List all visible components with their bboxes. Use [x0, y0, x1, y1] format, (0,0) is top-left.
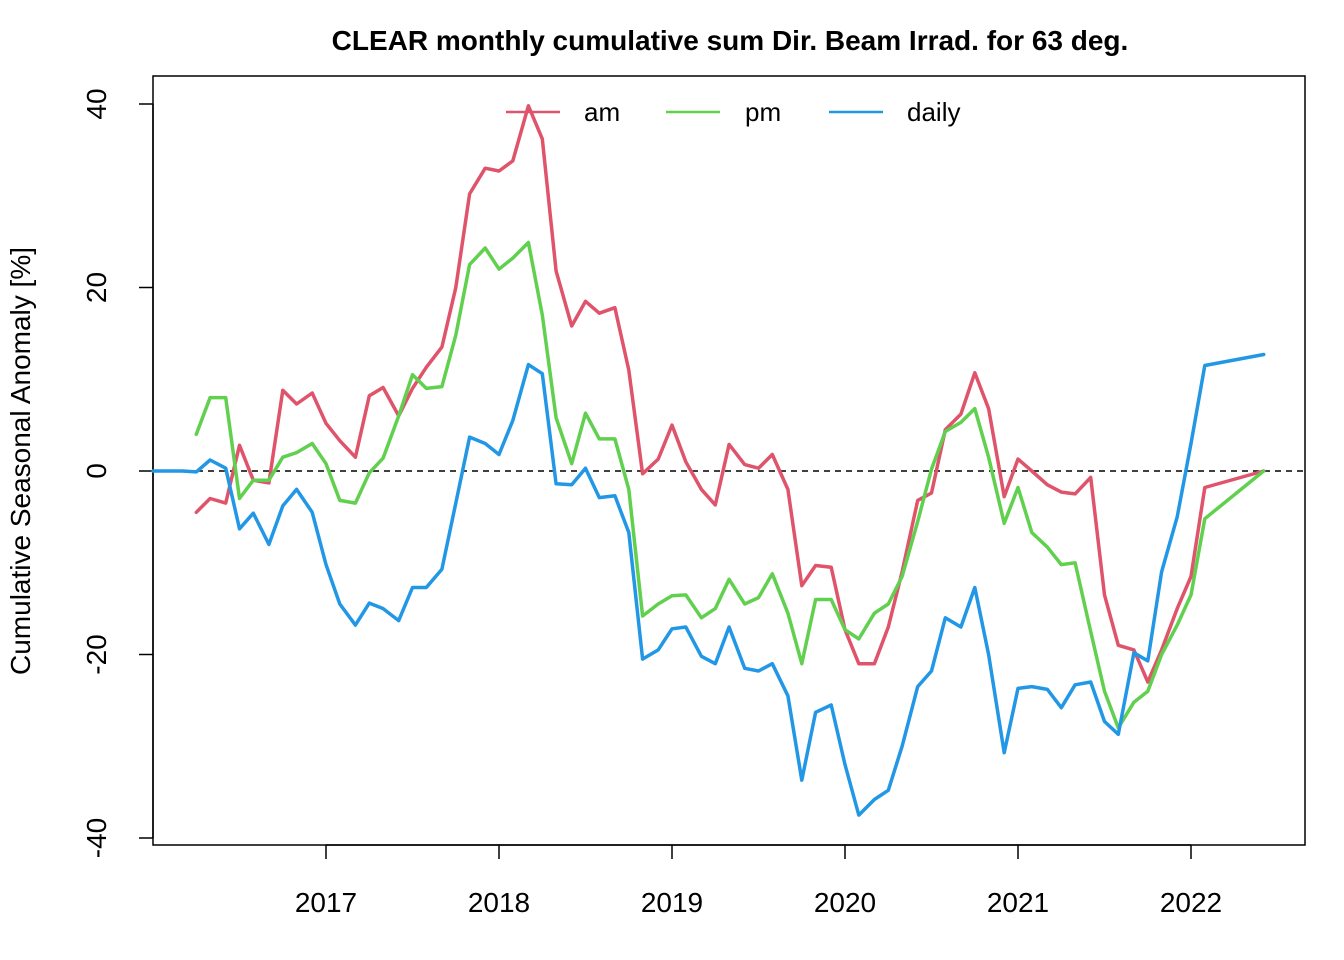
- y-tick-label: 20: [81, 272, 112, 303]
- y-tick-label: 0: [81, 463, 112, 479]
- y-tick-label: -20: [81, 634, 112, 674]
- x-tick-label: 2018: [468, 887, 530, 918]
- legend-label-daily: daily: [907, 97, 960, 127]
- legend-label-pm: pm: [745, 97, 781, 127]
- y-tick-label: 40: [81, 88, 112, 119]
- x-tick-label: 2021: [987, 887, 1049, 918]
- series-layer: [151, 104, 1266, 817]
- y-axis-label: Cumulative Seasonal Anomaly [%]: [5, 247, 36, 675]
- x-tick-label: 2017: [295, 887, 357, 918]
- y-axis: -40 -20 0 20 40: [81, 88, 154, 858]
- legend: am pm daily: [506, 97, 960, 127]
- x-tick-label: 2019: [641, 887, 703, 918]
- legend-label-am: am: [584, 97, 620, 127]
- y-tick-label: -40: [81, 818, 112, 858]
- series-line-pm: [194, 240, 1266, 730]
- x-axis: 2017 2018 2019 2020 2021 2022: [295, 844, 1222, 918]
- x-tick-label: 2022: [1160, 887, 1222, 918]
- series-line-am: [194, 104, 1266, 684]
- series-line-daily: [151, 352, 1266, 817]
- chart-title: CLEAR monthly cumulative sum Dir. Beam I…: [332, 25, 1129, 56]
- x-tick-label: 2020: [814, 887, 876, 918]
